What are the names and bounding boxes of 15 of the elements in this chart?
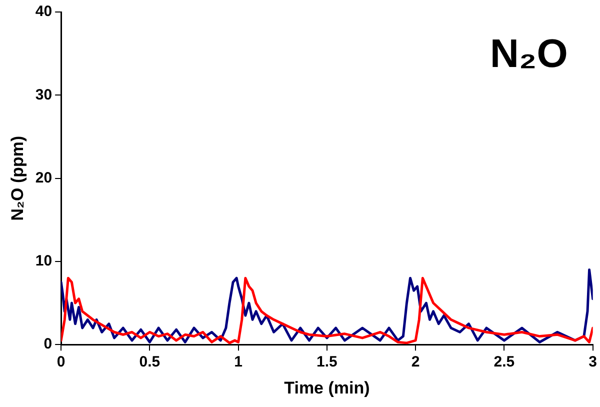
- x-tick-label: 1.5: [316, 354, 338, 371]
- x-tick-label: 2: [411, 354, 420, 371]
- x-tick-label: 2.5: [494, 354, 515, 371]
- y-tick-label: 20: [35, 169, 52, 186]
- x-tick-label: 3: [588, 354, 597, 371]
- y-tick-label: 40: [35, 3, 52, 20]
- x-tick-label: 0.5: [139, 354, 160, 371]
- x-axis-title: Time (min): [284, 378, 370, 398]
- x-tick-label: 1: [234, 354, 243, 371]
- y-tick-label: 10: [35, 252, 52, 270]
- x-tick-label: 0: [56, 354, 66, 371]
- y-axis-title: N₂O (ppm): [8, 136, 27, 221]
- y-tick-label: 0: [44, 336, 52, 353]
- annotation: N₂O: [490, 32, 568, 76]
- y-tick-label: 30: [35, 86, 52, 104]
